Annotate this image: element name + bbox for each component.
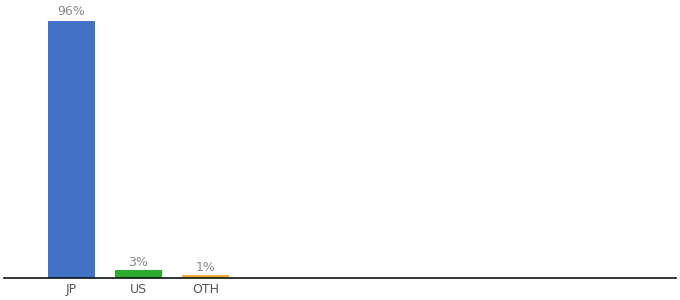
Text: 1%: 1% (196, 261, 216, 274)
Bar (48, 20, 95, 278)
Bar (115, 270, 162, 278)
Bar (182, 275, 229, 278)
Text: 96%: 96% (57, 5, 85, 18)
Text: 3%: 3% (129, 256, 148, 268)
